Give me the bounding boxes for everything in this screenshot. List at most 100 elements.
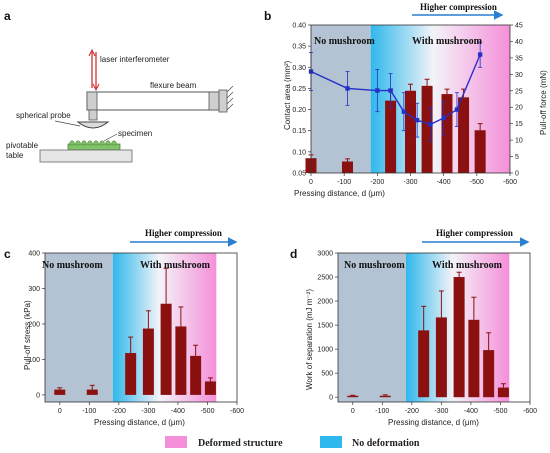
c-xtick-label: -400 — [171, 408, 185, 415]
c-bar — [86, 389, 98, 395]
panel-a-diagram: a laser interferometer flexure beam sphe… — [4, 9, 234, 163]
c-bar — [160, 303, 172, 395]
panel-d-axes: 0 -100 -200 -300 -400 -500 -600 0 500 1000 1500 200… — [317, 251, 537, 416]
c-bar — [190, 355, 202, 395]
b-ytick-label: 0.40 — [292, 23, 306, 30]
spherical-probe-icon — [76, 109, 110, 129]
panel-d-label: d — [290, 247, 297, 261]
b-line-point — [401, 109, 407, 114]
c-xtick-label: -100 — [82, 408, 96, 415]
d-bar — [453, 277, 465, 398]
b-ytick-right-label: 45 — [515, 23, 523, 30]
d-xtick-label: -200 — [405, 408, 419, 415]
d-bar — [483, 350, 495, 398]
b-ytick-right-label: 25 — [515, 88, 523, 95]
panel-d-chart: d 0 -100 -200 -300 -400 -500 -600 0 500 1000 1500 2… — [290, 228, 537, 427]
b-ytick-label: 0.35 — [292, 44, 306, 51]
d-ytick-label: 1000 — [317, 347, 333, 354]
panel-b-with-mushroom: With mushroom — [412, 36, 483, 47]
b-line-point — [388, 88, 393, 93]
panel-c-no-mushroom: No mushroom — [42, 260, 103, 271]
c-bar — [204, 381, 216, 395]
b-bar — [421, 85, 433, 173]
b-xtick-label: -400 — [437, 179, 451, 186]
b-ytick-right-label: 20 — [515, 105, 523, 112]
legend-deformed-label: Deformed structure — [198, 438, 283, 449]
d-ytick-label: 3000 — [317, 251, 333, 258]
panel-b-no-mushroom: No mushroom — [314, 36, 375, 47]
panel-c-with-mushroom: With mushroom — [140, 260, 211, 271]
b-series-line — [310, 54, 481, 126]
c-xtick-label: -300 — [141, 408, 155, 415]
c-xtick-label: -600 — [230, 408, 244, 415]
d-ytick-label: 1500 — [317, 323, 333, 330]
d-bar — [497, 387, 509, 398]
b-ytick-right-label: 40 — [515, 39, 523, 46]
specimen-label: specimen — [118, 129, 152, 138]
b-xtick-label: -500 — [470, 179, 484, 186]
table-label-1: pivotable — [6, 141, 39, 150]
panel-b-line — [308, 41, 483, 142]
b-ytick-right-label: 5 — [515, 154, 519, 161]
panel-c-axes: 0 -100 -200 -300 -400 -500 -600 0 100 200 300 400 — [28, 251, 244, 416]
d-bar — [379, 395, 391, 398]
b-ytick-label: 0.15 — [292, 128, 306, 135]
b-line-point — [414, 117, 420, 123]
panel-c-chart: c 0 -100 -200 -300 -400 -500 -600 0 100 200 300 400… — [4, 228, 244, 427]
b-ytick-label: 0.10 — [292, 149, 306, 156]
b-bar — [474, 130, 486, 173]
d-ytick-label: 500 — [321, 371, 333, 378]
panel-d-ylabel: Work of separation (mJ m⁻²) — [305, 289, 314, 390]
c-ytick-label: 300 — [28, 286, 40, 293]
panel-c-ylabel: Pull-off stress (kPa) — [23, 300, 32, 370]
legend: Deformed structure No deformation — [165, 436, 420, 449]
b-bar — [341, 161, 353, 173]
panel-b-axes: 0 -100 -200 -300 -400 -500 -600 0.05 0.10 0.15 0.2… — [292, 23, 523, 187]
panel-b-ylabel-left: Contact area (mm²) — [283, 60, 292, 130]
panel-d-with-mushroom: With mushroom — [432, 260, 503, 271]
b-ytick-right-label: 30 — [515, 72, 523, 79]
probe-label: spherical probe — [16, 111, 71, 120]
c-bar — [125, 353, 137, 395]
panel-c-bars — [54, 267, 216, 395]
d-xtick-label: -300 — [434, 408, 448, 415]
b-line-point — [454, 107, 460, 112]
flexure-beam-icon — [86, 85, 234, 113]
b-xtick-label: -300 — [403, 179, 417, 186]
panel-b-ylabel-right: Pull-off force (mN) — [539, 70, 548, 135]
c-frame — [44, 252, 238, 403]
c-bar — [142, 328, 154, 395]
c-region-no-deformation — [45, 253, 113, 402]
b-ytick-right-label: 15 — [515, 121, 523, 128]
c-xtick-label: -500 — [200, 408, 214, 415]
b-xtick-label: -100 — [337, 179, 351, 186]
d-frame — [337, 252, 531, 403]
b-xtick-label: -200 — [370, 179, 384, 186]
b-region-no-deformation — [311, 25, 371, 173]
legend-deformed-swatch — [165, 436, 187, 448]
b-line-point — [428, 122, 433, 127]
b-line-point — [441, 115, 446, 121]
b-line-point — [477, 52, 483, 57]
b-line-point — [345, 86, 350, 91]
b-ytick-right-label: 10 — [515, 138, 523, 145]
panel-b-chart: b 0 -100 -200 -300 -400 -500 -6000.050.100.150… — [264, 2, 548, 198]
panel-d-bars — [347, 271, 509, 398]
flexure-label: flexure beam — [150, 81, 197, 90]
d-xtick-label: -500 — [493, 408, 507, 415]
b-bar — [458, 97, 470, 173]
b-bar — [441, 94, 453, 173]
d-bar — [468, 319, 480, 398]
c-bar — [175, 326, 187, 395]
laser-label: laser interferometer — [100, 55, 170, 64]
panel-c-higher-compression: Higher compression — [145, 228, 222, 238]
panel-d-higher-compression: Higher compression — [436, 228, 513, 238]
c-ytick-label: 100 — [28, 357, 40, 364]
b-bar — [405, 90, 416, 173]
d-xtick-label: 0 — [351, 408, 355, 415]
d-bar — [347, 395, 359, 398]
table-label-2: table — [6, 151, 24, 160]
b-ytick-label: 0.25 — [292, 86, 306, 93]
panel-a-label: a — [4, 9, 11, 23]
